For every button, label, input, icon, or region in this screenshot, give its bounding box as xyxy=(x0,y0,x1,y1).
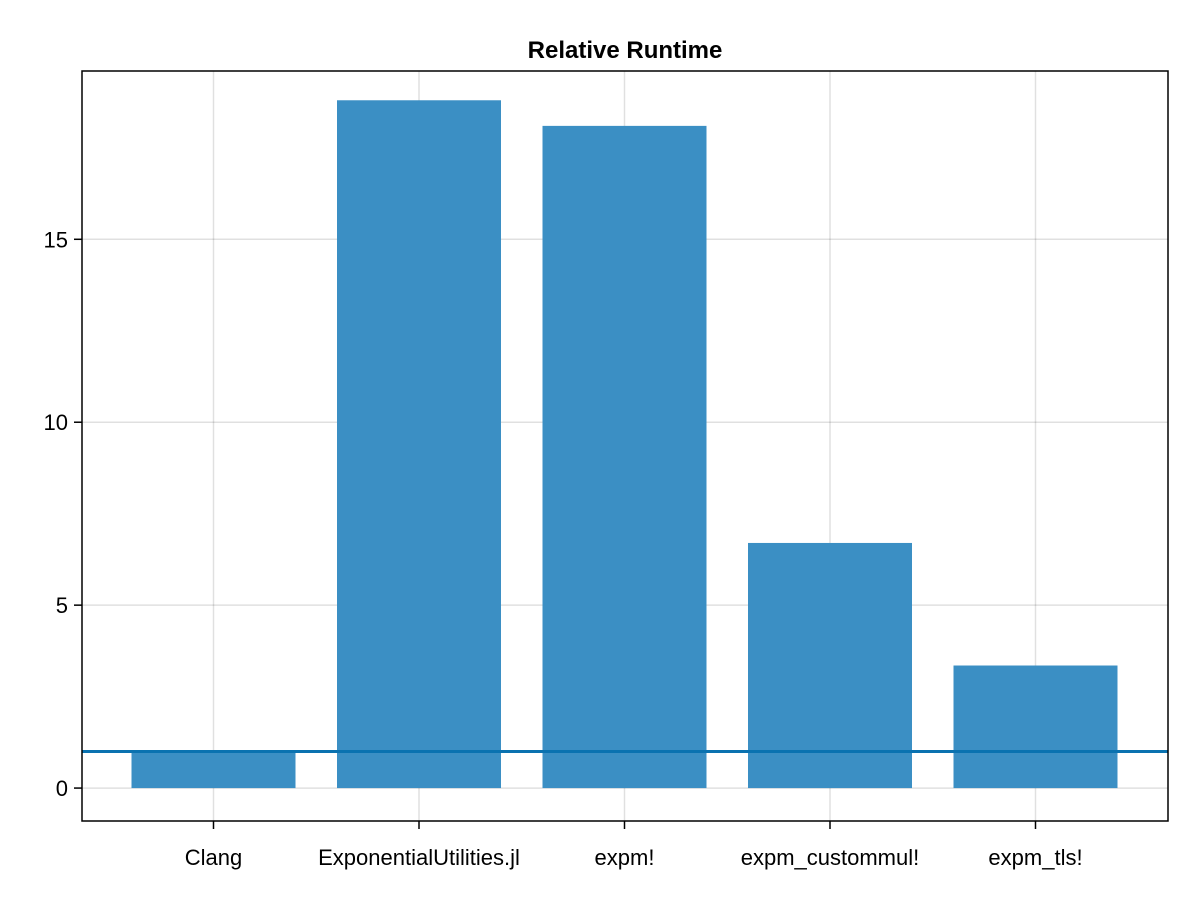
bars xyxy=(131,100,1118,789)
bar xyxy=(748,542,912,789)
x-tick-label: Clang xyxy=(185,845,242,870)
bar xyxy=(953,665,1118,789)
x-tick-label: expm_tls! xyxy=(988,845,1082,870)
bar xyxy=(337,100,501,789)
x-tick-label: expm_custommul! xyxy=(741,845,920,870)
x-axis: Clang ExponentialUtilities.jl expm! expm_cu… xyxy=(185,821,1083,870)
y-axis: 0 5 10 15 xyxy=(44,227,82,801)
bar xyxy=(131,751,296,789)
x-tick-label: ExponentialUtilities.jl xyxy=(318,845,520,870)
chart-title: Relative Runtime xyxy=(528,37,723,64)
y-tick-label: 15 xyxy=(44,227,68,252)
y-tick-label: 0 xyxy=(56,776,68,801)
x-tick-label: expm! xyxy=(595,845,655,870)
bar xyxy=(542,125,707,789)
y-tick-label: 5 xyxy=(56,593,68,618)
y-tick-label: 10 xyxy=(44,410,68,435)
